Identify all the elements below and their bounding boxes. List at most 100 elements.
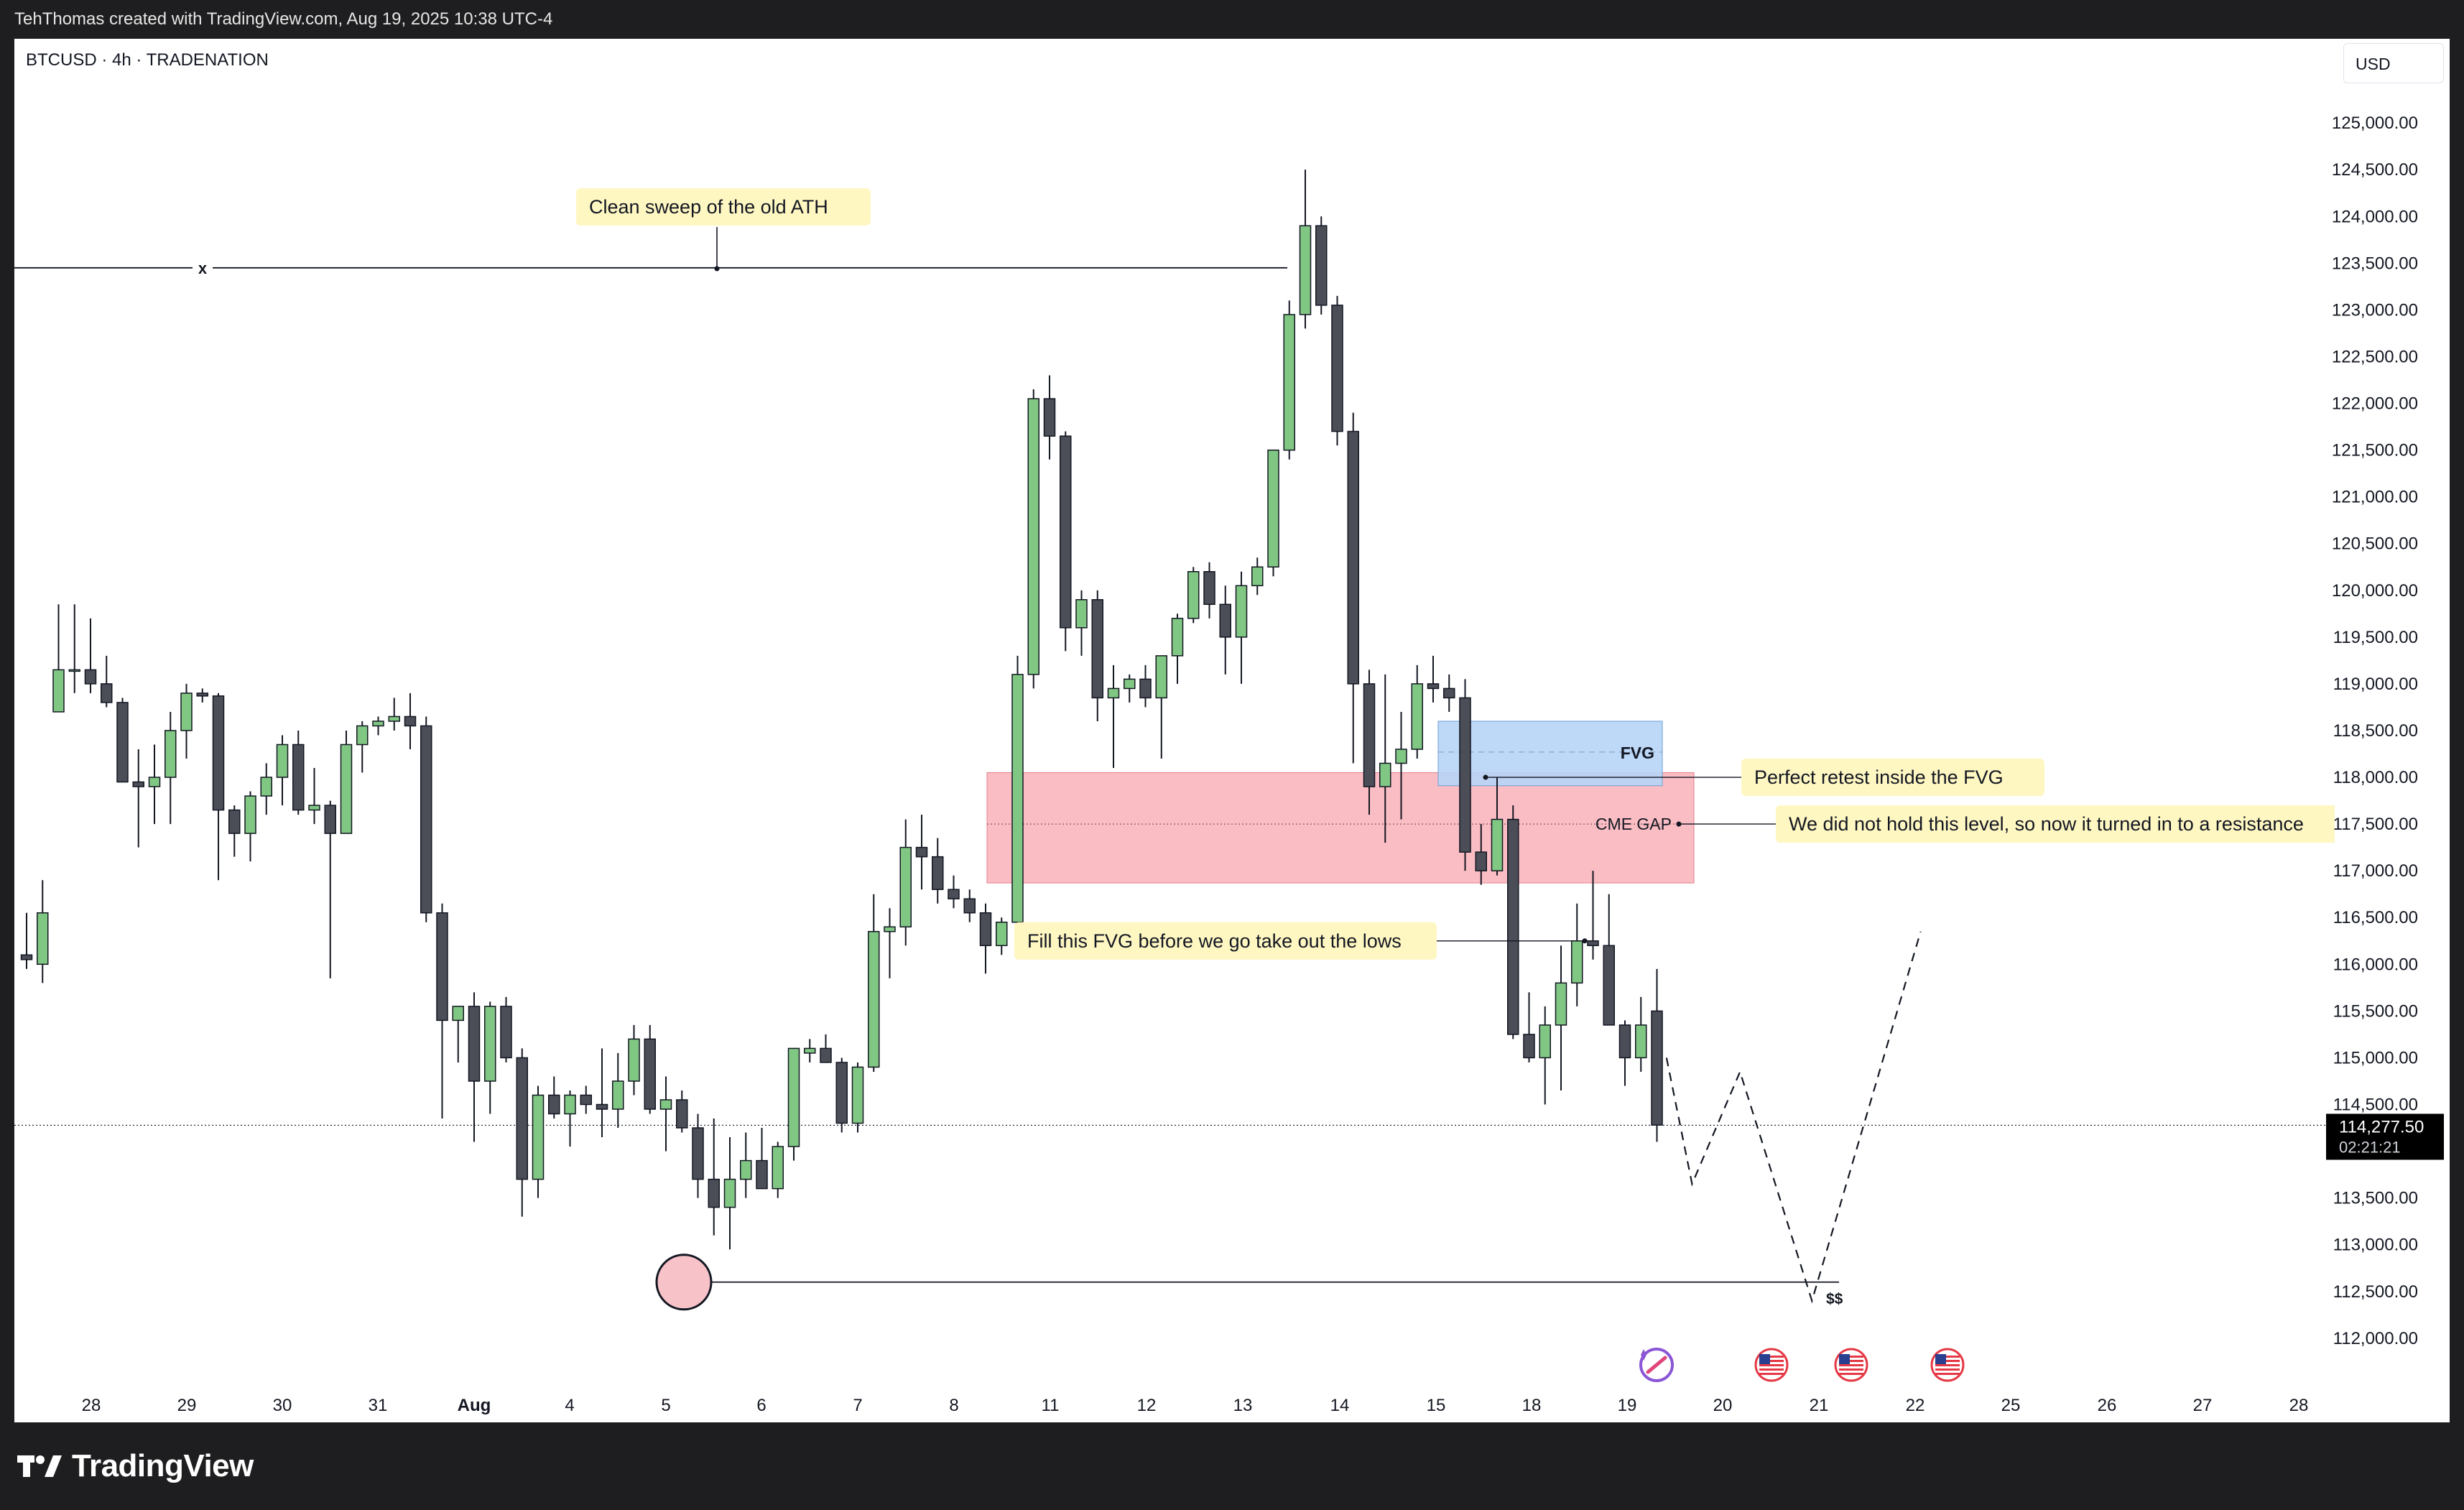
- candle[interactable]: [165, 730, 177, 778]
- price-chart[interactable]: x Clean sweep of the old ATH Perfect retes…: [14, 39, 2450, 1422]
- currency-selector[interactable]: USD: [2343, 43, 2444, 83]
- candle[interactable]: [1523, 1034, 1535, 1059]
- candle[interactable]: [723, 1178, 736, 1208]
- chart-frame[interactable]: x Clean sweep of the old ATH Perfect retes…: [14, 39, 2450, 1422]
- candle[interactable]: [915, 846, 928, 858]
- candle[interactable]: [932, 856, 944, 890]
- candle[interactable]: [580, 1094, 592, 1106]
- candle[interactable]: [1507, 818, 1519, 1035]
- candle[interactable]: [116, 702, 129, 783]
- candle[interactable]: [1395, 749, 1407, 764]
- candle[interactable]: [212, 695, 225, 811]
- candle[interactable]: [404, 715, 417, 727]
- candle[interactable]: [356, 725, 369, 746]
- candle[interactable]: [1027, 398, 1039, 675]
- candle[interactable]: [516, 1057, 528, 1180]
- cme-gap-zone[interactable]: [986, 772, 1695, 884]
- candle[interactable]: [1315, 225, 1328, 306]
- candle[interactable]: [532, 1094, 545, 1180]
- candle[interactable]: [276, 744, 289, 778]
- candle[interactable]: [996, 921, 1008, 947]
- candle[interactable]: [548, 1094, 560, 1115]
- candle[interactable]: [500, 1006, 512, 1059]
- candle[interactable]: [68, 669, 80, 672]
- candle[interactable]: [1491, 818, 1504, 871]
- candle[interactable]: [659, 1099, 672, 1110]
- candle[interactable]: [948, 889, 960, 899]
- candle[interactable]: [1251, 566, 1264, 587]
- candle[interactable]: [484, 1006, 496, 1082]
- candle[interactable]: [228, 809, 241, 834]
- candle[interactable]: [1139, 678, 1152, 699]
- candle[interactable]: [1459, 697, 1471, 853]
- candle[interactable]: [1603, 945, 1615, 1026]
- candle[interactable]: [324, 805, 336, 834]
- candle[interactable]: [1091, 599, 1103, 699]
- candle[interactable]: [1475, 851, 1487, 871]
- candle[interactable]: [884, 926, 896, 932]
- candle[interactable]: [868, 931, 880, 1068]
- candle[interactable]: [820, 1047, 832, 1063]
- fvg-zone[interactable]: [1437, 721, 1663, 787]
- candle[interactable]: [1203, 571, 1215, 606]
- candle[interactable]: [180, 693, 193, 731]
- candle[interactable]: [1555, 982, 1567, 1026]
- candle[interactable]: [1635, 1024, 1647, 1059]
- candle[interactable]: [1075, 599, 1088, 629]
- candle[interactable]: [628, 1038, 640, 1082]
- candle[interactable]: [596, 1103, 608, 1110]
- candle[interactable]: [84, 669, 97, 685]
- candle[interactable]: [196, 693, 208, 697]
- candle[interactable]: [708, 1178, 720, 1208]
- candle[interactable]: [1411, 683, 1423, 750]
- candle[interactable]: [244, 795, 256, 834]
- candle[interactable]: [1043, 398, 1056, 437]
- candle[interactable]: [1651, 1010, 1663, 1126]
- candle[interactable]: [1587, 940, 1599, 947]
- candle[interactable]: [835, 1062, 848, 1124]
- candle[interactable]: [963, 898, 976, 914]
- candle[interactable]: [1443, 687, 1455, 699]
- us-flag-icon[interactable]: [1930, 1348, 1965, 1382]
- candle[interactable]: [804, 1047, 816, 1054]
- crypto-event-icon[interactable]: [1639, 1348, 1674, 1382]
- candle[interactable]: [52, 669, 65, 713]
- candle[interactable]: [851, 1066, 864, 1124]
- candle[interactable]: [1187, 571, 1200, 619]
- candle[interactable]: [1539, 1024, 1551, 1059]
- candle[interactable]: [37, 912, 49, 965]
- candle[interactable]: [564, 1094, 576, 1115]
- candle[interactable]: [740, 1159, 752, 1180]
- candle[interactable]: [420, 725, 432, 914]
- candle[interactable]: [772, 1146, 784, 1190]
- candle[interactable]: [20, 954, 33, 960]
- candle[interactable]: [1427, 683, 1440, 690]
- candle[interactable]: [148, 777, 161, 787]
- candle[interactable]: [1299, 225, 1312, 315]
- tradingview-brand[interactable]: TradingView: [17, 1448, 254, 1484]
- candle[interactable]: [452, 1006, 464, 1022]
- candle[interactable]: [612, 1080, 624, 1110]
- candle[interactable]: [308, 805, 320, 811]
- candle[interactable]: [899, 846, 912, 928]
- candle[interactable]: [1171, 618, 1184, 657]
- candle[interactable]: [1155, 655, 1167, 699]
- fill-note[interactable]: Fill this FVG before we go take out the …: [1027, 930, 1402, 952]
- candle[interactable]: [1107, 687, 1120, 699]
- candle[interactable]: [372, 721, 384, 727]
- resistance-note[interactable]: We did not hold this level, so now it tu…: [1789, 813, 2304, 835]
- candle[interactable]: [1235, 585, 1248, 638]
- candle[interactable]: [1283, 314, 1295, 451]
- candle[interactable]: [1219, 603, 1231, 638]
- candle[interactable]: [260, 777, 272, 797]
- candle[interactable]: [436, 912, 448, 1022]
- candle[interactable]: [132, 781, 144, 787]
- candle[interactable]: [340, 744, 353, 834]
- candle[interactable]: [1571, 940, 1583, 984]
- us-flag-icon[interactable]: [1834, 1348, 1868, 1382]
- candle[interactable]: [388, 715, 400, 722]
- candle[interactable]: [292, 744, 305, 811]
- candle[interactable]: [1267, 449, 1279, 568]
- current-price-tag[interactable]: [2326, 1113, 2444, 1160]
- candle[interactable]: [676, 1099, 688, 1129]
